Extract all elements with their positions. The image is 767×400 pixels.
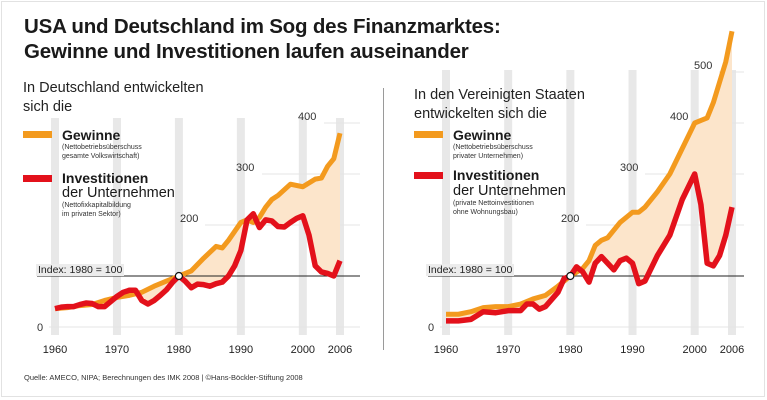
x-tick-label: 2000 — [291, 344, 315, 356]
y-tick-label: 400 — [670, 111, 688, 123]
series-line-investitionen — [54, 211, 343, 312]
legend-label-investitionen: Investitionen — [62, 170, 149, 186]
legend-sub-gewinne-2: privater Unternehmen) — [453, 153, 524, 160]
intro-germany: In Deutschland entwickelten sich die — [23, 79, 204, 117]
year-bar-1970 — [112, 118, 121, 335]
intro-line-2: entwickelten sich die — [414, 106, 547, 122]
source-note: Quelle: AMECO, NIPA; Berechnungen des IM… — [24, 373, 303, 382]
legend-sub-investitionen-1: (Nettofixkapitalbildung — [62, 202, 131, 209]
x-tick-label: 2000 — [682, 344, 706, 356]
intro-line-1: In den Vereinigten Staaten — [414, 87, 585, 103]
legend-sub-gewinne-1: (Nettobetriebsüberschuss — [62, 144, 142, 151]
legend-label-investitionen-2: der Unternehmen — [62, 185, 175, 201]
y-tick-label: 200 — [180, 213, 198, 225]
legend-sub-investitionen-2: im privaten Sektor) — [62, 211, 121, 218]
x-tick-label: 1990 — [229, 344, 253, 356]
index-point-1980 — [174, 271, 184, 281]
panel-divider — [383, 88, 384, 350]
legend-swatch-investitionen — [414, 172, 443, 179]
index-point-1980 — [566, 271, 575, 281]
series-line-investitionen — [446, 171, 735, 324]
gap-area — [55, 133, 340, 309]
title-line-2: Gewinne und Investitionen laufen auseina… — [24, 40, 469, 63]
legend-sub-investitionen-2: ohne Wohnungsbau) — [453, 209, 518, 216]
intro-usa: In den Vereinigten Staaten entwickelten … — [414, 86, 585, 124]
intro-line-2: sich die — [23, 99, 73, 115]
year-bar-2000 — [690, 70, 699, 335]
x-tick-label: 1970 — [496, 344, 520, 356]
year-bar-1960 — [51, 118, 59, 335]
y-tick-label: 500 — [694, 60, 712, 72]
y-tick-label: 0 — [428, 322, 434, 334]
year-bar-1990 — [628, 70, 637, 335]
year-bar-2000 — [298, 118, 307, 335]
index-label-usa: Index: 1980 = 100 — [426, 264, 515, 276]
legend-swatch-investitionen — [23, 175, 52, 182]
x-tick-label: 1970 — [105, 344, 129, 356]
year-bar-1980 — [174, 118, 183, 335]
y-tick-label: 200 — [561, 213, 579, 225]
x-tick-label: 1960 — [434, 344, 458, 356]
year-bar-1970 — [504, 70, 513, 335]
legend-swatch-gewinne — [23, 131, 52, 138]
legend-label-gewinne: Gewinne — [453, 127, 512, 143]
y-tick-label: 300 — [236, 162, 254, 174]
intro-line-1: In Deutschland entwickelten — [23, 80, 204, 96]
y-tick-label: 0 — [37, 322, 43, 334]
x-tick-label: 1980 — [167, 344, 191, 356]
title-line-1: USA und Deutschland im Sog des Finanzmar… — [24, 15, 501, 38]
year-bar-1980 — [566, 70, 575, 335]
x-tick-label: 1990 — [620, 344, 644, 356]
legend-label-investitionen-2: der Unternehmen — [453, 183, 566, 199]
x-tick-label: 2006 — [720, 344, 744, 356]
chart-title: USA und Deutschland im Sog des Finanzmar… — [24, 14, 501, 64]
year-bar-1960 — [442, 70, 450, 335]
y-tick-label: 400 — [298, 111, 316, 123]
legend-sub-gewinne-1: (Nettobetriebsüberschuss — [453, 144, 533, 151]
index-label-germany: Index: 1980 = 100 — [36, 264, 125, 276]
legend-swatch-gewinne — [414, 131, 443, 138]
legend-label-investitionen: Investitionen — [453, 167, 540, 183]
x-tick-label: 2006 — [328, 344, 352, 356]
series-line-gewinne — [446, 30, 735, 317]
x-tick-label: 1960 — [43, 344, 67, 356]
legend-label-gewinne: Gewinne — [62, 127, 121, 143]
legend-sub-investitionen-1: (private Nettoinvestitionen — [453, 200, 534, 207]
x-tick-label: 1980 — [558, 344, 582, 356]
legend-sub-gewinne-2: gesamte Volkswirtschaft) — [62, 153, 140, 160]
y-tick-label: 300 — [620, 162, 638, 174]
